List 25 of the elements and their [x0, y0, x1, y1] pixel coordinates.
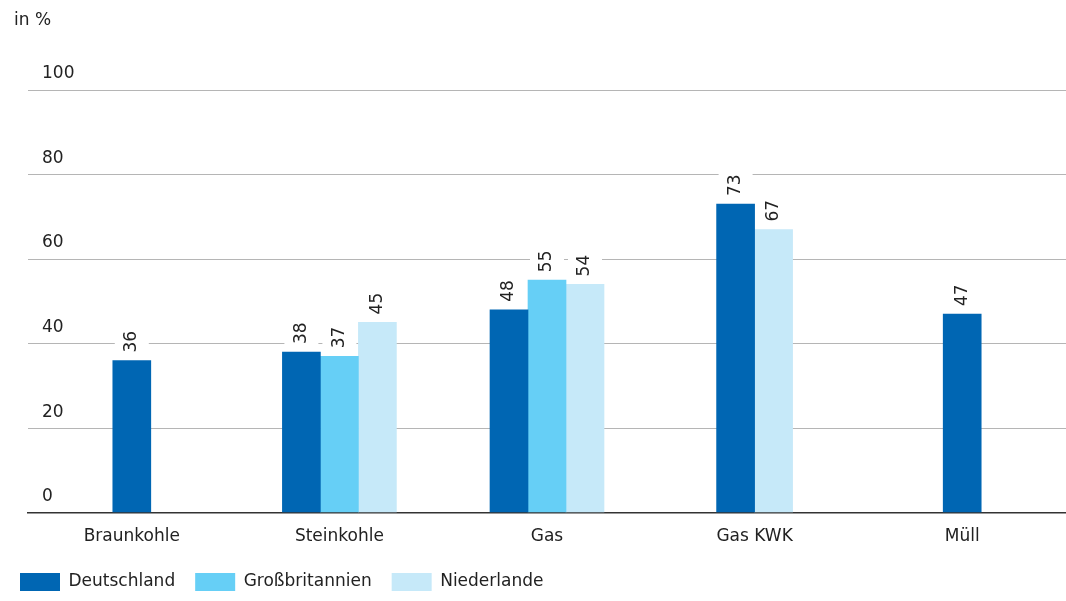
- data-label: 73: [724, 174, 745, 197]
- y-tick-label: 0: [42, 485, 53, 506]
- x-tick-label: Braunkohle: [83, 525, 180, 546]
- data-label: 67: [762, 199, 783, 222]
- y-tick-label: 80: [42, 146, 64, 167]
- x-tick-label: Müll: [944, 525, 980, 546]
- x-tick-label: Gas KWK: [716, 525, 794, 546]
- legend-label: Deutschland: [68, 570, 176, 591]
- x-tick-label: Gas: [530, 525, 564, 546]
- data-label: 47: [950, 284, 971, 306]
- data-label: 48: [497, 280, 518, 302]
- data-label: 45: [365, 292, 386, 315]
- data-label: 55: [535, 250, 556, 273]
- y-tick-label: 20: [42, 400, 64, 421]
- y-tick-label: 100: [42, 62, 75, 83]
- data-label: 38: [289, 322, 310, 345]
- data-label: 37: [327, 326, 348, 349]
- x-tick-label: Steinkohle: [294, 525, 384, 546]
- y-axis-title: in %: [14, 8, 52, 29]
- y-tick-label: 60: [42, 231, 64, 252]
- data-label: 54: [573, 254, 594, 277]
- legend-label: Niederlande: [440, 570, 544, 591]
- data-label: 36: [120, 330, 141, 353]
- y-tick-label: 40: [42, 315, 64, 336]
- legend-label: Großbritannien: [243, 570, 372, 591]
